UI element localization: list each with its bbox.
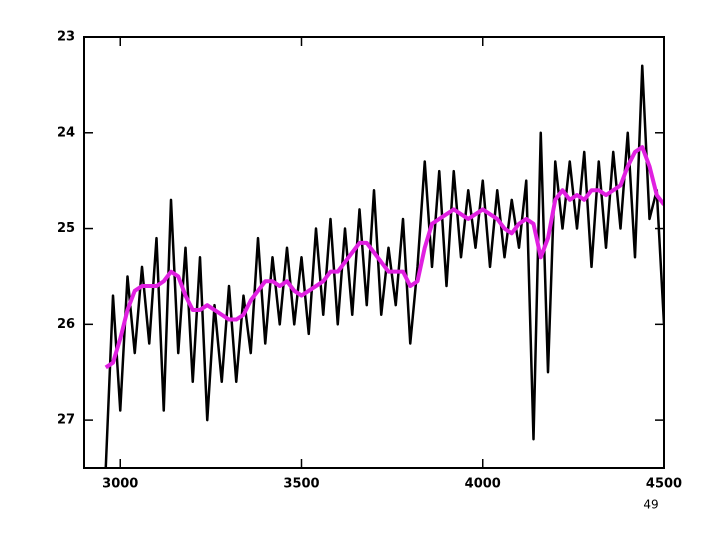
y-tick-label: 23 (57, 30, 75, 45)
plot-frame (83, 36, 665, 469)
page-number: 49 (643, 498, 658, 512)
x-tick-label: 3500 (283, 477, 319, 492)
y-tick-label: 24 (57, 125, 75, 140)
y-tick-label: 26 (57, 317, 75, 332)
x-tick-label: 4500 (646, 477, 682, 492)
data-line (104, 145, 664, 370)
x-tick-label: 3000 (102, 477, 138, 492)
x-tick-label: 4000 (465, 477, 501, 492)
y-tick-label: 27 (57, 413, 75, 428)
y-tick-label: 25 (57, 221, 75, 236)
data-line (104, 64, 664, 468)
